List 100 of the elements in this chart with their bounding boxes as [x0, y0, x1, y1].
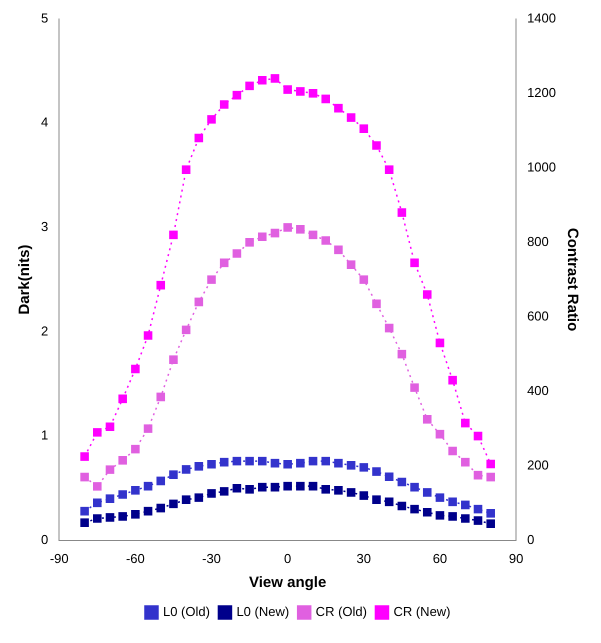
point: [232, 456, 242, 466]
x-tick-label: -60: [126, 550, 145, 566]
point: [296, 458, 305, 468]
y2-tick-label: 200: [527, 457, 549, 472]
point: [80, 472, 89, 482]
point: [232, 484, 242, 493]
point: [486, 519, 495, 528]
point: [156, 476, 166, 486]
point: [182, 165, 190, 174]
point: [461, 500, 470, 510]
x-axis-title: View angle: [249, 574, 326, 592]
point: [360, 275, 368, 284]
y-tick-label: 3: [40, 219, 48, 234]
point: [106, 422, 114, 432]
point: [296, 225, 305, 234]
point: [346, 113, 356, 122]
point: [321, 485, 330, 494]
point: [106, 513, 114, 522]
point: [80, 452, 89, 461]
point: [194, 493, 204, 502]
point: [194, 298, 204, 306]
point: [360, 491, 368, 500]
point: [384, 498, 394, 506]
point: [207, 275, 216, 284]
x-tick-label: -90: [50, 550, 69, 566]
point: [436, 338, 444, 348]
point: [436, 511, 444, 520]
y-tick-label: 5: [40, 10, 48, 26]
y-tick-label: 1: [40, 428, 48, 443]
point: [270, 228, 280, 238]
point: [283, 223, 292, 232]
y-tick-label: 4: [40, 114, 48, 130]
point: [410, 383, 419, 392]
point: [474, 516, 482, 525]
point: [308, 456, 318, 466]
point: [156, 280, 166, 290]
point: [106, 494, 114, 503]
y2-axis-title: Contrast Ratio: [564, 228, 581, 332]
point: [232, 249, 242, 258]
legend-label: CR (New): [393, 604, 451, 620]
point: [360, 463, 368, 472]
point: [334, 104, 343, 113]
point: [461, 458, 470, 466]
point: [220, 487, 228, 496]
point: [398, 502, 406, 510]
point: [169, 500, 178, 508]
point: [194, 462, 204, 471]
point: [258, 482, 267, 492]
legend-label: CR (Old): [316, 604, 367, 620]
point: [372, 300, 381, 308]
point: [308, 230, 318, 240]
point: [474, 470, 482, 480]
x-tick-label: 0: [284, 550, 292, 566]
point: [182, 465, 190, 474]
point: [321, 456, 330, 466]
point: [245, 485, 254, 494]
y2-tick-label: 1200: [527, 84, 556, 100]
point: [144, 331, 152, 340]
point: [258, 232, 267, 242]
y2-tick-label: 400: [527, 382, 549, 398]
point: [270, 74, 280, 83]
point: [486, 472, 495, 482]
point: [474, 504, 482, 514]
point: [448, 498, 457, 506]
point: [144, 506, 152, 516]
y2-tick-label: 800: [527, 234, 549, 249]
point: [474, 432, 482, 440]
y2-tick-label: 600: [527, 308, 549, 324]
point: [461, 514, 470, 523]
point: [398, 350, 406, 358]
point: [232, 90, 242, 100]
point: [270, 458, 280, 468]
point: [372, 141, 381, 150]
point: [156, 392, 166, 402]
legend-label: L0 (Old): [162, 604, 210, 620]
point: [169, 355, 178, 364]
point: [106, 465, 114, 474]
point: [321, 94, 330, 104]
x-tick-label: 60: [432, 550, 448, 566]
point: [448, 446, 457, 456]
point: [118, 456, 127, 465]
point: [436, 430, 444, 439]
point: [131, 364, 140, 374]
point: [410, 504, 419, 514]
point: [131, 486, 140, 495]
point: [245, 82, 254, 90]
point: [169, 470, 178, 479]
y2-tick-label: 0: [527, 532, 534, 547]
point: [118, 394, 127, 404]
point: [296, 87, 305, 96]
point: [118, 490, 127, 499]
point: [131, 510, 140, 519]
point: [258, 456, 267, 466]
y-tick-label: 2: [40, 323, 48, 338]
y-axis-title: Dark(nits): [16, 244, 34, 315]
y-tick-label: 0: [40, 532, 48, 547]
x-tick-label: 90: [508, 550, 524, 566]
point: [220, 258, 228, 268]
point: [207, 115, 216, 124]
point: [245, 456, 254, 466]
